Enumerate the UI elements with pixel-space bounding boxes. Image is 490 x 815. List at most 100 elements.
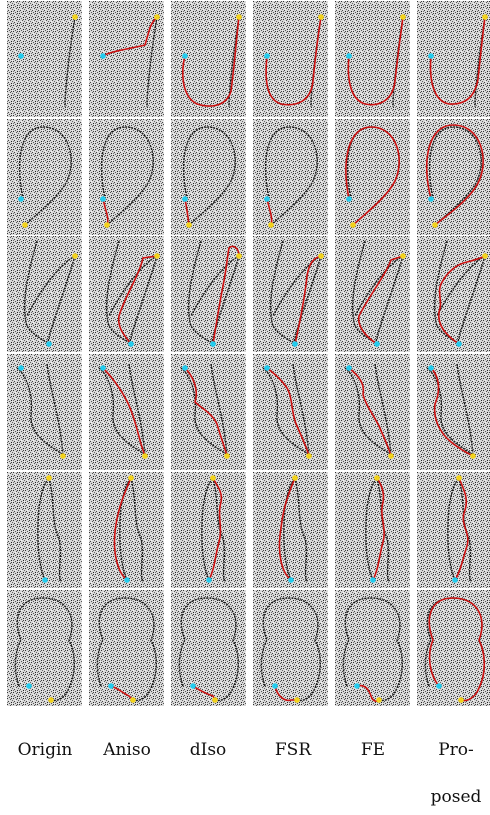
panel-row3-fe: [335, 236, 410, 352]
end-point-marker: [46, 475, 52, 481]
end-point-marker: [142, 453, 148, 459]
ground-truth-curve: [342, 597, 403, 702]
start-point-marker: [456, 341, 462, 347]
start-point-marker: [210, 341, 216, 347]
panel-row4-aniso: [89, 354, 164, 470]
end-point-marker: [130, 697, 136, 703]
panel-row5-fsr: [253, 472, 328, 588]
noise-background: [253, 590, 328, 706]
start-point-marker: [128, 341, 134, 347]
start-point-marker: [346, 196, 352, 202]
panel-row6-proposed: [417, 590, 490, 706]
panel-row4-diso: [171, 354, 246, 470]
panel-row1-proposed: [417, 1, 490, 117]
extracted-path: [102, 16, 158, 57]
column-label-proposed-line1: Pro-: [438, 740, 474, 760]
panel-row1-fe: [335, 1, 410, 117]
end-point-marker: [236, 14, 242, 20]
end-point-marker: [212, 697, 218, 703]
start-point-marker: [124, 577, 130, 583]
noise-background: [417, 354, 490, 470]
extracted-path: [117, 255, 158, 345]
ground-truth-curve: [365, 477, 390, 583]
end-point-marker: [374, 475, 380, 481]
noise-background: [171, 354, 246, 470]
panel-row2-origin: [7, 119, 82, 235]
end-point-marker: [104, 222, 110, 228]
noise-background: [171, 236, 246, 352]
panel-row2-diso: [171, 119, 246, 235]
noise-background: [7, 472, 82, 588]
end-point-marker: [154, 253, 160, 259]
end-point-marker: [306, 453, 312, 459]
noise-background: [417, 1, 490, 117]
ground-truth-curve: [346, 126, 400, 226]
end-point-marker: [128, 475, 134, 481]
noise-background: [171, 472, 246, 588]
start-point-marker: [26, 683, 32, 689]
end-point-marker: [236, 253, 242, 259]
extracted-path: [429, 16, 486, 105]
ground-truth-curve: [18, 126, 72, 226]
start-point-marker: [288, 577, 294, 583]
start-point-marker: [18, 196, 24, 202]
end-point-marker: [388, 453, 394, 459]
end-point-marker: [22, 222, 28, 228]
end-point-marker: [482, 253, 488, 259]
extracted-path: [278, 477, 296, 581]
ground-truth-curve: [187, 240, 240, 347]
end-point-marker: [60, 453, 66, 459]
ground-truth-curve: [344, 363, 394, 457]
panel-row2-fe: [335, 119, 410, 235]
noise-background: [335, 590, 410, 706]
panel-row4-fe: [335, 354, 410, 470]
panel-row6-fsr: [253, 590, 328, 706]
start-point-marker: [272, 683, 278, 689]
ground-truth-curve: [178, 597, 239, 702]
ground-truth-curve: [96, 597, 157, 702]
extracted-path: [430, 367, 474, 457]
extracted-path: [372, 477, 385, 581]
noise-background: [89, 119, 164, 235]
extracted-path: [425, 124, 484, 226]
panel-row3-proposed: [417, 236, 490, 352]
column-label-fe: FE: [360, 740, 386, 760]
panel-row2-fsr: [253, 119, 328, 235]
extracted-path: [208, 477, 223, 581]
noise-background: [253, 236, 328, 352]
start-point-marker: [182, 196, 188, 202]
start-point-marker: [428, 365, 434, 371]
end-point-marker: [350, 222, 356, 228]
end-point-marker: [48, 697, 54, 703]
ground-truth-curve: [447, 477, 472, 583]
ground-truth-curve: [105, 240, 158, 347]
noise-background: [89, 354, 164, 470]
end-point-marker: [186, 222, 192, 228]
start-point-marker: [452, 577, 458, 583]
noise-background: [335, 1, 410, 117]
ground-truth-curve: [16, 363, 66, 457]
start-point-marker: [18, 365, 24, 371]
noise-background: [89, 590, 164, 706]
ground-truth-curve: [14, 597, 75, 702]
panel-row3-fsr: [253, 236, 328, 352]
ground-truth-curve: [428, 126, 482, 226]
extracted-path: [454, 477, 469, 581]
panel-row1-diso: [171, 1, 246, 117]
end-point-marker: [456, 475, 462, 481]
start-point-marker: [18, 53, 24, 59]
end-point-marker: [318, 14, 324, 20]
start-point-marker: [182, 53, 188, 59]
start-point-marker: [206, 577, 212, 583]
noise-background: [89, 472, 164, 588]
start-point-marker: [436, 683, 442, 689]
end-point-marker: [268, 222, 274, 228]
ground-truth-curve: [37, 477, 62, 583]
panel-row2-proposed: [417, 119, 490, 235]
panel-row5-diso: [171, 472, 246, 588]
ground-truth-curve: [23, 240, 76, 347]
noise-background: [171, 119, 246, 235]
panel-row3-diso: [171, 236, 246, 352]
ground-truth-curve: [180, 363, 230, 457]
column-label-diso: dIso: [189, 740, 227, 760]
